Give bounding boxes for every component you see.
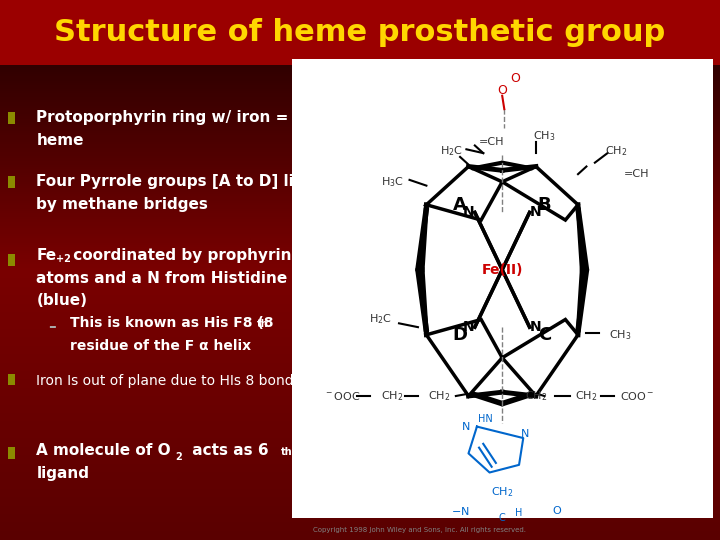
Text: –: – <box>48 319 56 334</box>
Text: CH$_2$: CH$_2$ <box>575 389 598 403</box>
Text: N: N <box>463 320 474 334</box>
Text: O: O <box>552 506 562 516</box>
Text: A: A <box>453 195 467 214</box>
Text: CH$_2$: CH$_2$ <box>382 389 404 403</box>
Text: O: O <box>498 84 507 97</box>
Text: CH$_3$: CH$_3$ <box>609 328 631 342</box>
Bar <box>7 254 15 266</box>
Text: HN: HN <box>478 414 492 424</box>
Text: =CH: =CH <box>479 137 505 147</box>
Bar <box>7 177 15 188</box>
Text: Iron Is out of plane due to HIs 8 bond: Iron Is out of plane due to HIs 8 bond <box>36 374 294 388</box>
Text: CH$_2$: CH$_2$ <box>428 389 450 403</box>
Text: A molecule of O: A molecule of O <box>36 443 171 458</box>
Text: Fe: Fe <box>36 247 56 262</box>
Text: residue of the F α helix: residue of the F α helix <box>70 339 251 353</box>
Text: CH$_2$: CH$_2$ <box>605 144 627 158</box>
Text: N: N <box>530 320 541 334</box>
Text: CH$_2$: CH$_2$ <box>491 485 513 498</box>
Text: =CH: =CH <box>624 169 649 179</box>
Text: H$_2$C: H$_2$C <box>440 144 463 158</box>
Text: atoms and a N from Histidine: atoms and a N from Histidine <box>36 271 287 286</box>
Text: O: O <box>510 72 520 85</box>
Text: acts as 6: acts as 6 <box>187 443 269 458</box>
Text: +2: +2 <box>56 254 71 265</box>
Text: This is known as His F8 (8: This is known as His F8 (8 <box>70 316 273 330</box>
Text: B: B <box>538 195 551 214</box>
Text: D: D <box>453 326 467 344</box>
Text: CH$_2$: CH$_2$ <box>525 389 547 403</box>
Text: coordinated by prophyrin N: coordinated by prophyrin N <box>68 247 310 262</box>
Bar <box>7 112 15 124</box>
Text: th: th <box>257 319 269 329</box>
Text: $-$N: $-$N <box>451 505 469 517</box>
Text: H: H <box>516 508 523 518</box>
Text: COO$^-$: COO$^-$ <box>620 390 654 402</box>
Text: H$_3$C: H$_3$C <box>381 175 404 188</box>
Text: Copyright 1998 John Wiley and Sons, Inc. All rights reserved.: Copyright 1998 John Wiley and Sons, Inc.… <box>312 527 526 533</box>
Text: N: N <box>521 429 529 439</box>
Text: N: N <box>463 205 474 219</box>
Text: CH$_3$: CH$_3$ <box>533 129 556 143</box>
Text: Protoporphyrin ring w/ iron =: Protoporphyrin ring w/ iron = <box>36 110 289 125</box>
Text: C: C <box>499 514 505 523</box>
Text: heme: heme <box>36 133 84 148</box>
Text: by methane bridges: by methane bridges <box>36 197 208 212</box>
Text: Four Pyrrole groups [A to D] linked: Four Pyrrole groups [A to D] linked <box>36 174 336 189</box>
Text: Structure of heme prosthetic group: Structure of heme prosthetic group <box>55 18 665 47</box>
Text: N: N <box>530 205 541 219</box>
Text: ligand: ligand <box>36 465 89 481</box>
Text: H$_2$C: H$_2$C <box>369 313 392 326</box>
Text: $^-$OOC: $^-$OOC <box>324 390 361 402</box>
Bar <box>7 447 15 458</box>
Text: N: N <box>462 422 471 431</box>
Text: 2: 2 <box>176 452 182 462</box>
Text: C: C <box>538 326 551 344</box>
Text: th: th <box>282 447 293 457</box>
Text: (blue): (blue) <box>36 294 87 308</box>
Text: Fe(II): Fe(II) <box>482 263 523 277</box>
Bar <box>0 0 720 65</box>
Bar <box>292 59 713 518</box>
Bar <box>7 374 15 386</box>
